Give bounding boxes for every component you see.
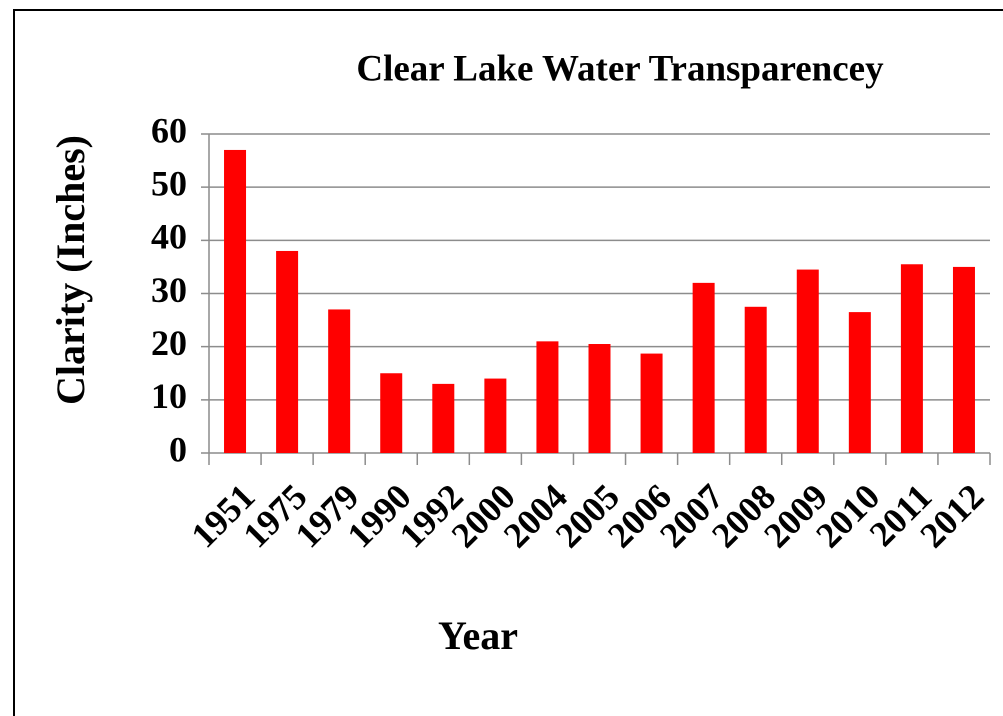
y-axis-title: Clarity (Inches) (48, 135, 93, 405)
bar (796, 269, 819, 453)
y-tick-label: 10 (151, 376, 187, 416)
y-tick-label: 0 (169, 429, 187, 469)
y-tick-label: 30 (151, 270, 187, 310)
bar (952, 266, 975, 453)
bar (900, 264, 923, 453)
y-tick-label: 40 (151, 217, 187, 257)
bar (536, 341, 559, 453)
chart-frame (13, 9, 1003, 716)
y-tick-label: 50 (151, 163, 187, 203)
bar (380, 373, 403, 453)
chart-title: Clear Lake Water Transparencey (356, 48, 884, 89)
bar (432, 383, 455, 453)
bar (744, 306, 767, 453)
bar (588, 344, 611, 453)
bar (484, 378, 507, 453)
bar (224, 149, 247, 453)
bar (848, 312, 871, 453)
x-axis-title: Year (438, 613, 518, 658)
bar (692, 282, 715, 453)
bar (276, 250, 299, 453)
y-tick-label: 20 (151, 323, 187, 363)
bar (640, 353, 663, 453)
bar (328, 309, 351, 453)
y-tick-label: 60 (151, 110, 187, 150)
